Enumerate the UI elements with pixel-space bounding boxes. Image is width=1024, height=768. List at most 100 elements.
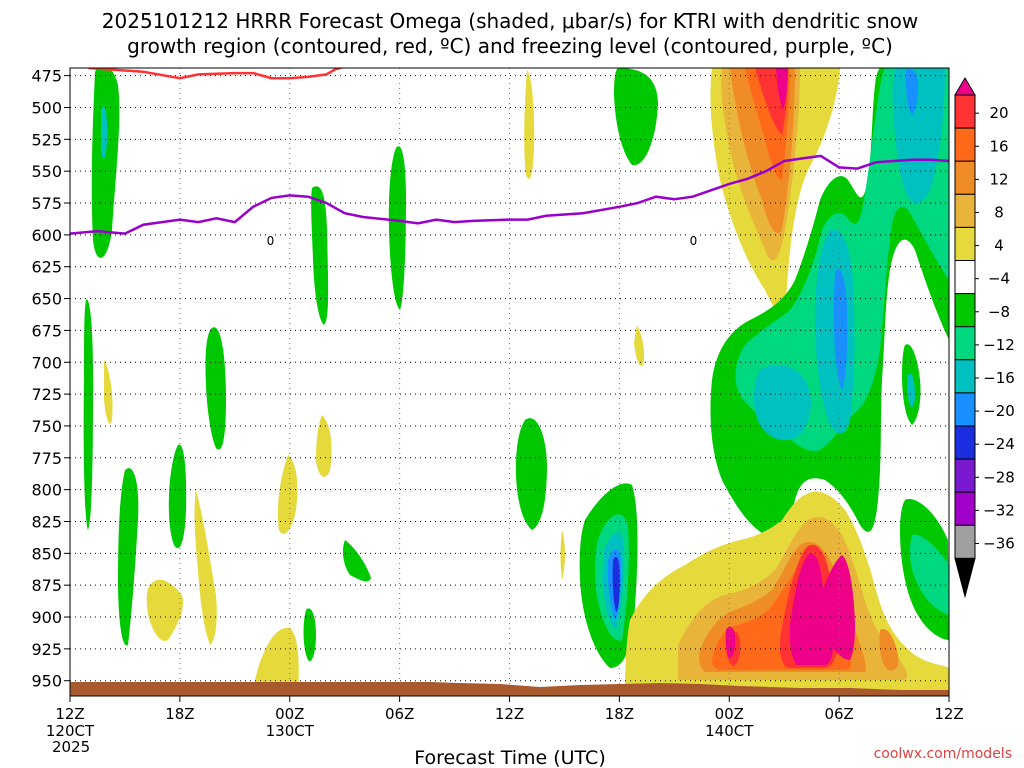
freezing-level-contour-label: 0 0 bbox=[266, 233, 698, 248]
subsidence-streak bbox=[524, 70, 535, 179]
x-tick-label: 00Z bbox=[715, 705, 744, 723]
ascent-maximum-18z bbox=[579, 483, 638, 668]
colorbar-label: 4 bbox=[994, 237, 1004, 255]
x-tick-label: 06Z bbox=[385, 705, 414, 723]
colorbar-segment bbox=[954, 458, 976, 493]
colorbar-label: 8 bbox=[994, 203, 1004, 221]
ascent-streak bbox=[91, 68, 120, 258]
x-tick-label: 12Z bbox=[55, 705, 84, 723]
subsidence-streak bbox=[316, 415, 332, 477]
colorbar-segment bbox=[954, 160, 976, 195]
x-tick-label: 18Z bbox=[605, 705, 634, 723]
subsidence-streak bbox=[634, 325, 645, 366]
x-tick-label: 12Z bbox=[495, 705, 524, 723]
chart-title-line1: 2025101212 HRRR Forecast Omega (shaded, … bbox=[102, 9, 918, 33]
x-tick-date: 140CT bbox=[705, 722, 754, 740]
x-axis-title: Forecast Time (UTC) bbox=[414, 747, 605, 768]
ascent-streak bbox=[168, 444, 187, 549]
colorbar-label: −20 bbox=[983, 402, 1015, 420]
colorbar-label: −12 bbox=[983, 336, 1015, 354]
x-tick-label: 12Z bbox=[934, 705, 963, 723]
omega-shading bbox=[83, 68, 949, 690]
ascent-streak bbox=[118, 468, 139, 646]
colorbar-segment bbox=[954, 193, 976, 228]
colorbar-label: −32 bbox=[983, 501, 1015, 519]
colorbar-segment bbox=[954, 77, 976, 96]
y-tick-label: 825 bbox=[31, 512, 62, 531]
colorbar-segment bbox=[954, 524, 976, 559]
y-tick-label: 475 bbox=[31, 67, 62, 86]
colorbar-segment bbox=[954, 94, 976, 129]
x-tick-label: 18Z bbox=[165, 705, 194, 723]
colorbar-label: −24 bbox=[983, 435, 1015, 453]
terrain-surface bbox=[70, 682, 949, 696]
ascent-streak bbox=[205, 327, 226, 450]
y-tick-label: 875 bbox=[31, 576, 62, 595]
colorbar-segment bbox=[954, 226, 976, 261]
subsidence-streak bbox=[277, 455, 298, 534]
ascent-streak bbox=[83, 299, 94, 530]
y-tick-label: 800 bbox=[31, 481, 62, 500]
colorbar-segment bbox=[954, 359, 976, 394]
ascent-streak bbox=[614, 68, 658, 166]
colorbar-label: −28 bbox=[983, 468, 1015, 486]
colorbar-segment bbox=[954, 425, 976, 460]
dendritic-snow-growth-contour bbox=[88, 68, 345, 80]
y-tick-label: 650 bbox=[31, 290, 62, 309]
colorbar-segment bbox=[954, 260, 976, 295]
svg-text:0: 0 bbox=[690, 234, 698, 248]
ascent-streak bbox=[303, 608, 316, 662]
colorbar-label: 12 bbox=[989, 170, 1008, 188]
y-tick-label: 675 bbox=[31, 321, 62, 340]
colorbar-label: 16 bbox=[989, 137, 1008, 155]
y-tick-label: 775 bbox=[31, 449, 62, 468]
colorbar-segment bbox=[954, 326, 976, 361]
y-tick-label: 525 bbox=[31, 130, 62, 149]
colorbar-label: −16 bbox=[983, 369, 1015, 387]
subsidence-streak bbox=[194, 490, 217, 645]
svg-text:0: 0 bbox=[267, 234, 275, 248]
subsidence-streak bbox=[560, 530, 565, 580]
y-tick-label: 725 bbox=[31, 385, 62, 404]
colorbar: 20 16 12 8 4 −4 −8 −12 −16 −20 −24 −28 −32 −36 bbox=[954, 77, 1015, 599]
right-upper-subsidence bbox=[710, 68, 840, 311]
plot-area: 0 0 bbox=[70, 68, 949, 696]
x-tick-label: 00Z bbox=[275, 705, 304, 723]
subsidence-streak bbox=[255, 627, 299, 690]
y-tick-label: 500 bbox=[31, 98, 62, 117]
y-tick-label: 900 bbox=[31, 608, 62, 627]
right-lower-subsidence bbox=[625, 491, 949, 690]
subsidence-streak bbox=[104, 360, 113, 424]
y-tick-label: 950 bbox=[31, 672, 62, 691]
colorbar-segment bbox=[954, 127, 976, 162]
colorbar-segment bbox=[954, 392, 976, 427]
ascent-streak bbox=[311, 186, 329, 325]
x-tick-date: 120CT bbox=[46, 722, 95, 740]
colorbar-segment bbox=[954, 491, 976, 526]
colorbar-segment bbox=[954, 293, 976, 328]
x-tick-label: 06Z bbox=[824, 705, 853, 723]
y-tick-label: 925 bbox=[31, 640, 62, 659]
credit-link[interactable]: coolwx.com/models bbox=[874, 746, 1012, 762]
right-ascent-region bbox=[710, 68, 949, 640]
colorbar-label: −4 bbox=[988, 270, 1010, 288]
y-tick-label: 700 bbox=[31, 353, 62, 372]
y-axis: 475 500 525 550 575 600 625 650 675 700 725 750 775 8… bbox=[31, 67, 70, 691]
y-tick-label: 550 bbox=[31, 162, 62, 181]
y-tick-label: 575 bbox=[31, 194, 62, 213]
x-tick-date: 130CT bbox=[266, 722, 315, 740]
y-tick-label: 750 bbox=[31, 417, 62, 436]
y-tick-label: 600 bbox=[31, 226, 62, 245]
y-tick-label: 625 bbox=[31, 258, 62, 277]
colorbar-label: 20 bbox=[989, 104, 1008, 122]
y-tick-label: 850 bbox=[31, 544, 62, 563]
subsidence-streak bbox=[146, 579, 184, 641]
ascent-streak bbox=[342, 540, 371, 582]
colorbar-label: −36 bbox=[983, 534, 1015, 552]
ascent-streak bbox=[515, 418, 547, 530]
x-axis-year: 2025 bbox=[52, 738, 90, 756]
ascent-streak bbox=[388, 146, 406, 310]
colorbar-segment bbox=[954, 557, 976, 599]
